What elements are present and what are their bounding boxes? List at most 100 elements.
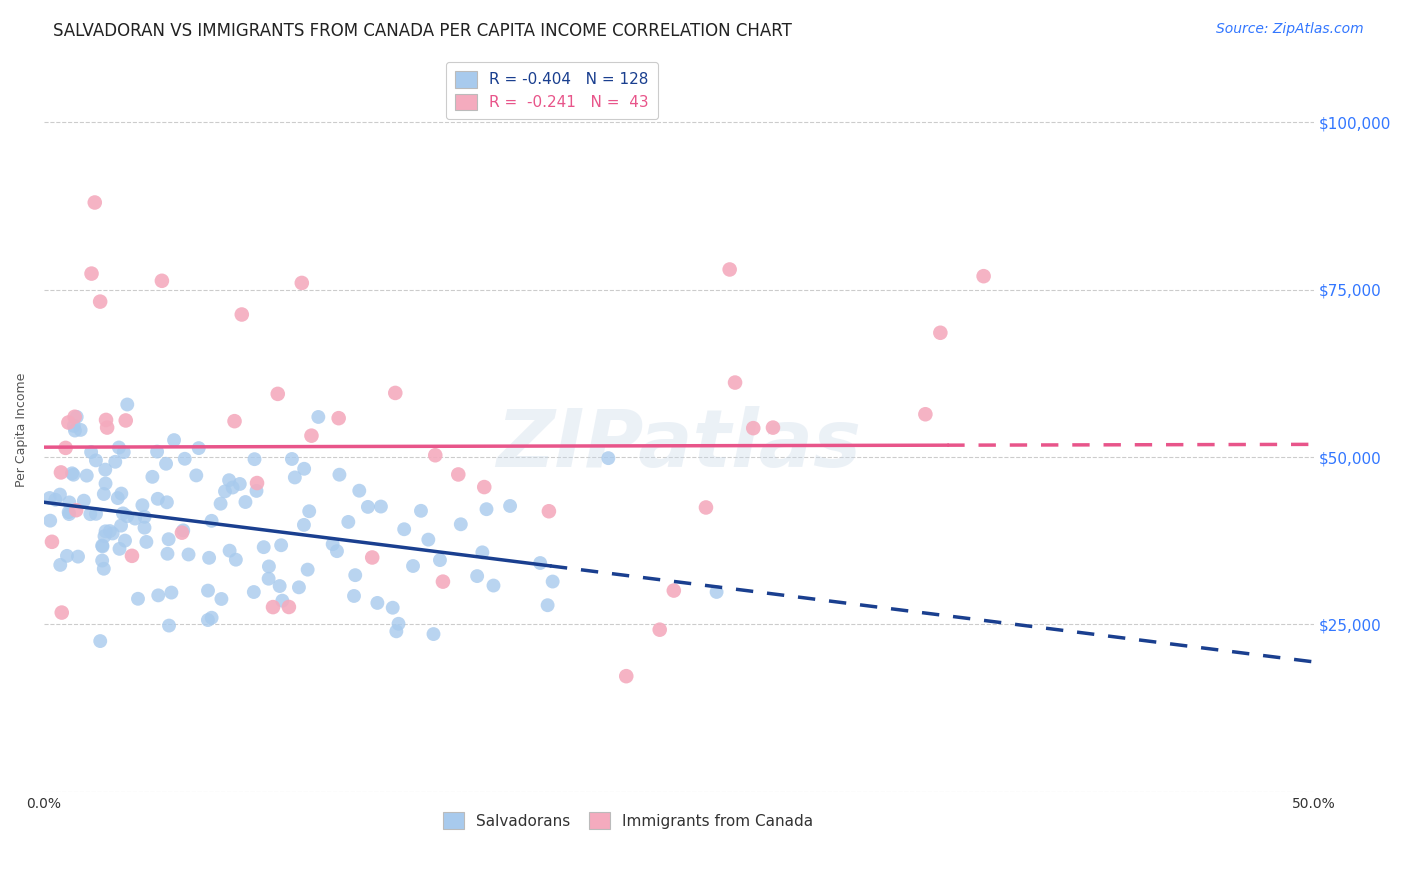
Point (257, 559, 280, 574)
Point (89, 634, 111, 648)
Point (209, 497, 232, 511)
Point (63, 409, 86, 424)
Point (51, 606, 73, 620)
Point (134, 521, 156, 535)
Point (131, 498, 153, 512)
Point (91, 539, 114, 553)
Point (402, 559, 425, 574)
Point (44, 492, 66, 507)
Point (541, 574, 564, 589)
Point (284, 470, 307, 484)
Point (62, 467, 84, 482)
Point (214, 484, 236, 499)
Text: ZIPatlas: ZIPatlas (496, 406, 862, 483)
Point (718, 262, 741, 277)
Point (245, 483, 267, 498)
Point (742, 421, 765, 435)
Point (93, 487, 115, 501)
Point (301, 428, 323, 442)
Point (96, 420, 118, 434)
Legend: Salvadorans, Immigrants from Canada: Salvadorans, Immigrants from Canada (436, 806, 820, 835)
Point (337, 515, 360, 529)
Point (49, 466, 72, 480)
Point (56, 549, 79, 563)
Point (104, 455, 127, 469)
Y-axis label: Per Capita Income: Per Capita Income (15, 373, 28, 487)
Point (281, 452, 304, 467)
Point (762, 420, 785, 434)
Point (662, 583, 685, 598)
Point (173, 451, 195, 466)
Text: SALVADORAN VS IMMIGRANTS FROM CANADA PER CAPITA INCOME CORRELATION CHART: SALVADORAN VS IMMIGRANTS FROM CANADA PER… (53, 22, 793, 40)
Point (243, 452, 266, 467)
Point (366, 596, 388, 610)
Point (357, 500, 380, 514)
Point (124, 511, 146, 525)
Point (349, 483, 371, 498)
Point (172, 524, 194, 538)
Point (39, 514, 62, 528)
Point (370, 500, 392, 514)
Point (146, 491, 169, 506)
Point (298, 504, 321, 518)
Point (80, 445, 103, 459)
Point (385, 624, 408, 639)
Point (186, 468, 208, 483)
Point (326, 544, 349, 558)
Point (63, 424, 86, 438)
Point (387, 616, 409, 631)
Point (695, 500, 717, 515)
Point (148, 588, 170, 602)
Point (108, 541, 131, 556)
Point (115, 509, 138, 524)
Point (69, 423, 91, 437)
Point (58, 505, 80, 519)
Point (422, 627, 444, 641)
Point (83, 195, 105, 210)
Point (63, 418, 86, 433)
Point (322, 537, 344, 551)
Point (450, 517, 472, 532)
Point (93, 562, 115, 576)
Point (598, 451, 620, 466)
Point (253, 540, 276, 554)
Point (384, 386, 406, 401)
Point (94, 413, 117, 427)
Point (267, 387, 290, 401)
Point (499, 499, 522, 513)
Point (117, 397, 139, 411)
Point (110, 486, 132, 500)
Point (155, 457, 177, 471)
Point (156, 547, 179, 561)
Point (343, 589, 366, 603)
Point (134, 509, 156, 524)
Point (271, 593, 294, 607)
Point (648, 623, 671, 637)
Point (93, 529, 115, 543)
Point (41, 534, 63, 549)
Point (328, 411, 350, 425)
Point (58, 416, 80, 430)
Point (262, 600, 284, 615)
Point (84, 453, 107, 467)
Point (111, 507, 134, 521)
Point (529, 556, 551, 570)
Point (80, 267, 103, 281)
Point (447, 467, 470, 482)
Point (160, 585, 183, 599)
Point (201, 514, 224, 528)
Point (297, 563, 319, 577)
Point (112, 445, 135, 459)
Point (277, 599, 299, 614)
Point (432, 574, 454, 589)
Point (108, 441, 131, 455)
Point (475, 502, 498, 516)
Point (225, 552, 247, 566)
Point (471, 545, 494, 559)
Point (79, 507, 101, 521)
Point (292, 517, 315, 532)
Point (291, 276, 314, 290)
Point (929, 326, 952, 340)
Point (58, 507, 80, 521)
Point (107, 491, 129, 505)
